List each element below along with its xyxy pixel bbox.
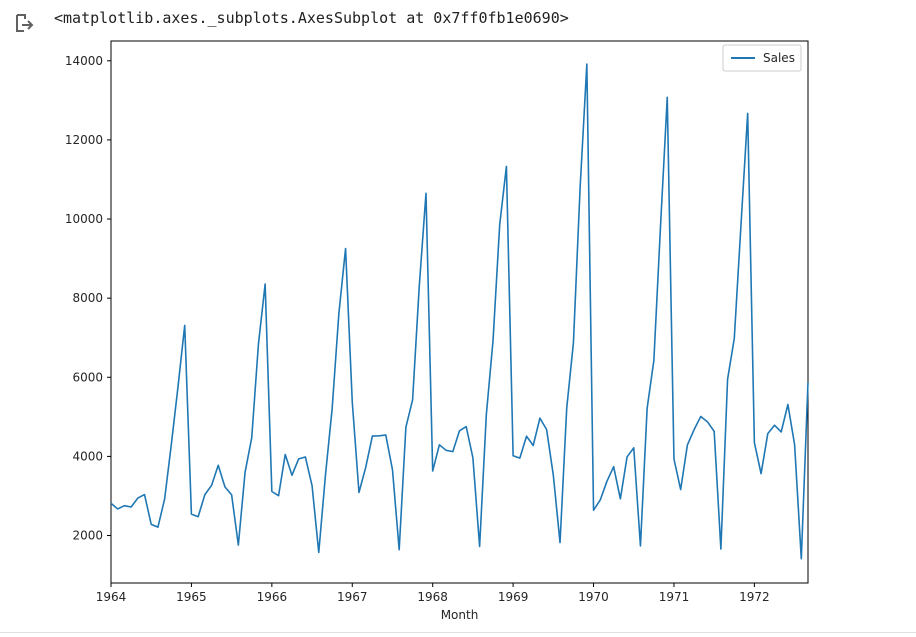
x-tick-label: 1966	[257, 590, 288, 604]
legend-box	[722, 44, 802, 72]
x-tick-label: 1969	[498, 590, 529, 604]
plot-frame	[110, 40, 809, 584]
x-tick-label: 1972	[739, 590, 770, 604]
y-tick-label: 10000	[65, 212, 103, 226]
y-tick-label: 6000	[72, 370, 103, 384]
x-tick-label: 1964	[96, 590, 127, 604]
cell-output-text: <matplotlib.axes._subplots.AxesSubplot a…	[54, 9, 569, 27]
y-tick-label: 14000	[65, 54, 103, 68]
x-axis-label: Month	[441, 608, 479, 622]
x-tick-label: 1967	[337, 590, 368, 604]
legend-label-sales: Sales	[763, 51, 795, 65]
x-tick-label: 1970	[578, 590, 609, 604]
y-tick-label: 4000	[72, 449, 103, 463]
legend: Sales	[722, 44, 802, 72]
y-axis: 2000 4000 6000 8000 10000 12000 14000	[65, 54, 111, 543]
x-tick-label: 1965	[176, 590, 207, 604]
y-tick-label: 2000	[72, 529, 103, 543]
y-tick-label: 8000	[72, 291, 103, 305]
cell-divider	[0, 632, 916, 633]
x-axis: 1964 1965 1966 1967 1968 1969 1970 1971 1972	[96, 583, 770, 604]
output-arrow-icon	[16, 14, 34, 32]
x-tick-label: 1968	[417, 590, 448, 604]
series-line-sales	[110, 63, 809, 560]
y-tick-label: 12000	[65, 133, 103, 147]
x-tick-label: 1971	[659, 590, 690, 604]
